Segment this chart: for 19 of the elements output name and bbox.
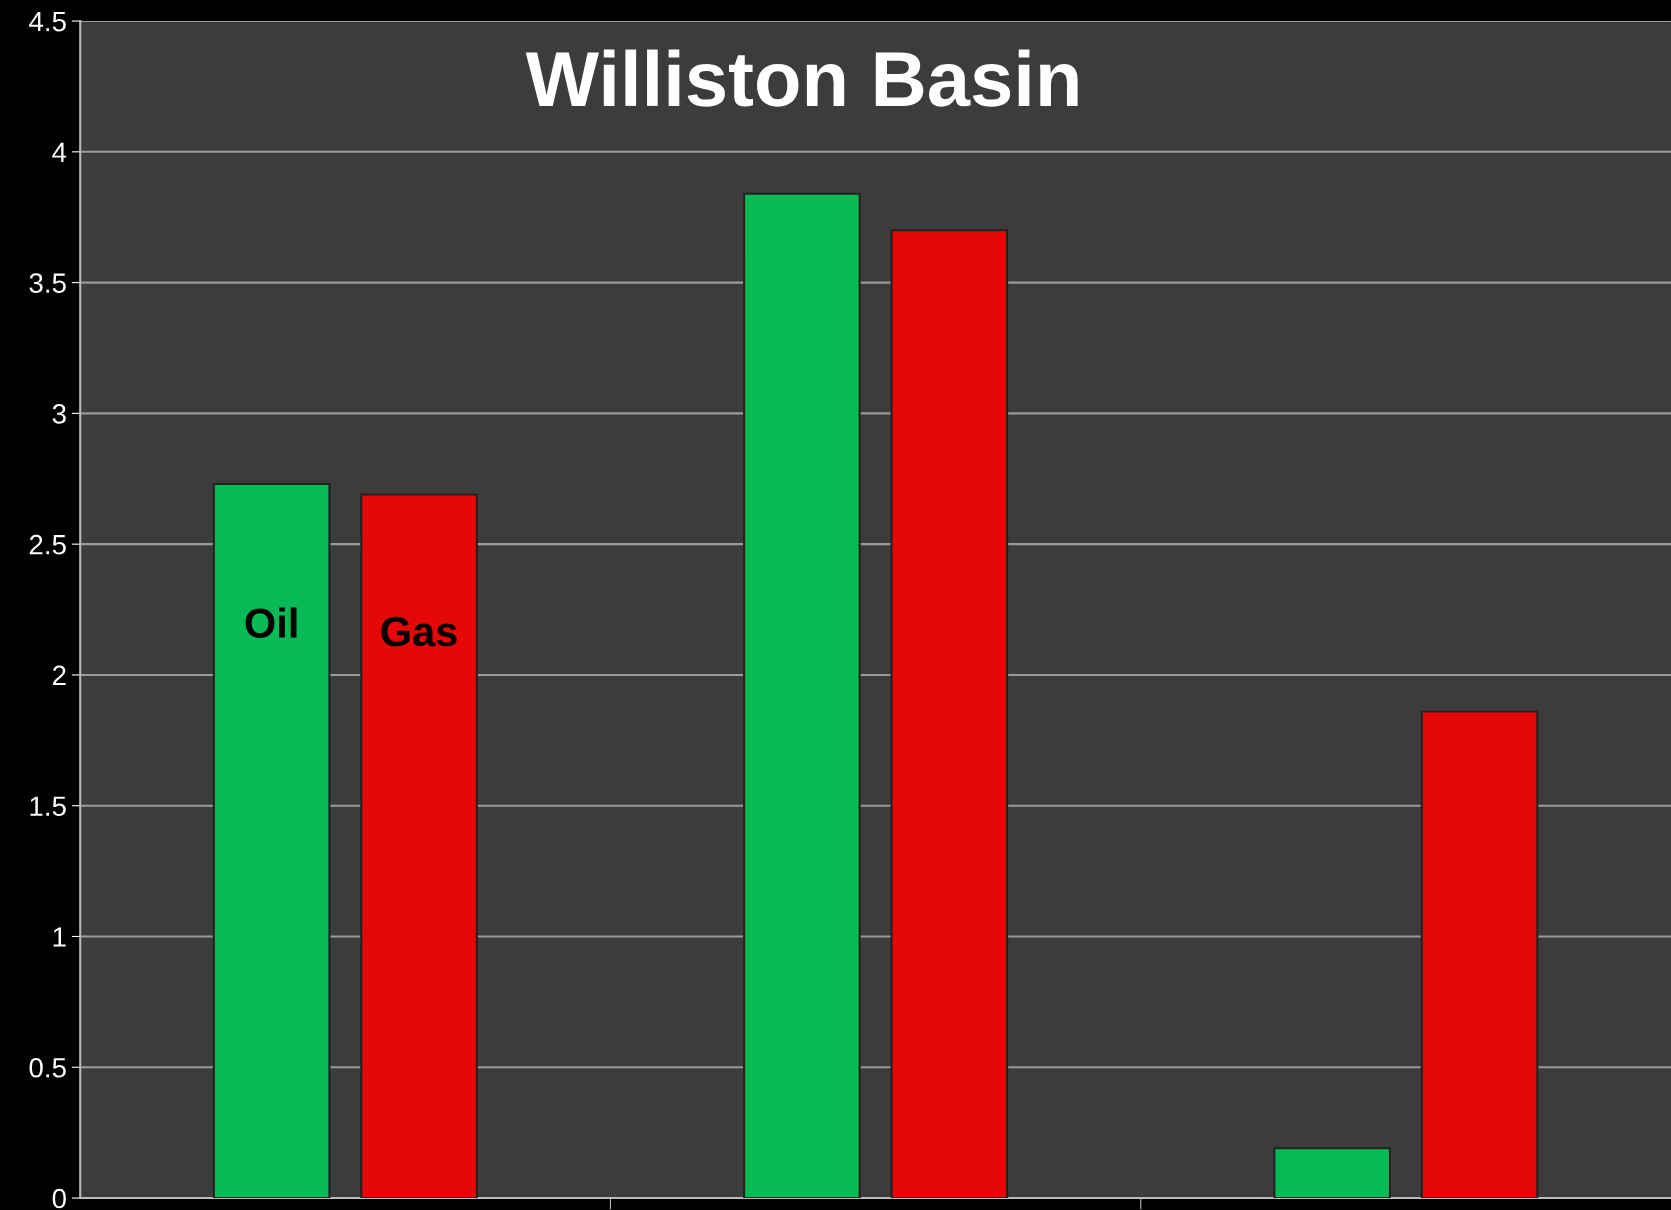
y-tick-label: 0.5 (29, 1057, 66, 1078)
bar (212, 482, 331, 1199)
chart-title: Williston Basin (525, 49, 1078, 107)
y-tick-label: 1.5 (30, 796, 66, 817)
y-tick-label: 4.5 (29, 12, 66, 32)
y-tick-label: 2.5 (29, 534, 66, 555)
y-tick-label: 3.5 (29, 273, 66, 293)
series-label: Oil (245, 607, 297, 638)
y-tick-label: 0 (52, 1188, 66, 1209)
y-tick-label: 4 (52, 142, 67, 162)
bar (743, 192, 861, 1199)
bar (360, 493, 478, 1199)
y-tick-label: 1 (53, 927, 66, 947)
bar (1420, 710, 1539, 1199)
y-tick-label: 3 (52, 404, 66, 424)
series-label: Gas (381, 616, 457, 647)
bar (890, 229, 1009, 1199)
bar (1273, 1147, 1391, 1199)
y-tick-label: 2 (52, 665, 66, 685)
